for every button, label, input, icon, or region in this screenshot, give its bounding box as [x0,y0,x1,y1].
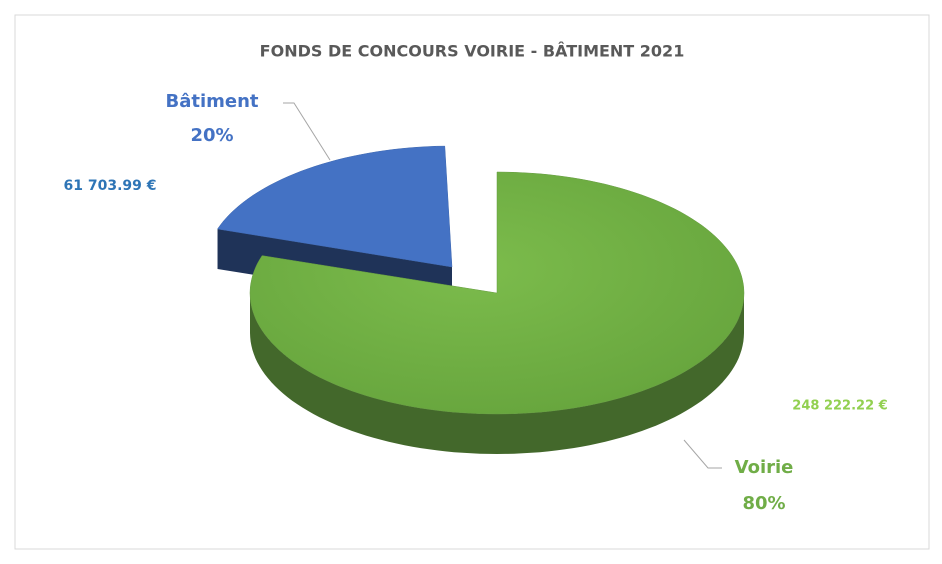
pie [217,145,745,454]
slice [217,145,453,268]
value-label: 248 222.22 € [792,399,887,414]
leader-line [683,439,722,469]
percent-label: 20% [190,125,233,146]
value-label: 61 703.99 € [64,178,157,194]
chart-title: FONDS DE CONCOURS VOIRIE - BÂTIMENT 2021 [260,42,685,61]
percent-label: 80% [742,493,785,514]
category-label: Voirie [735,457,794,478]
slice [249,171,745,415]
chart-frame [14,14,930,550]
category-label: Bâtiment [165,91,258,112]
slice-wall [250,293,744,454]
leader-line [283,102,331,161]
